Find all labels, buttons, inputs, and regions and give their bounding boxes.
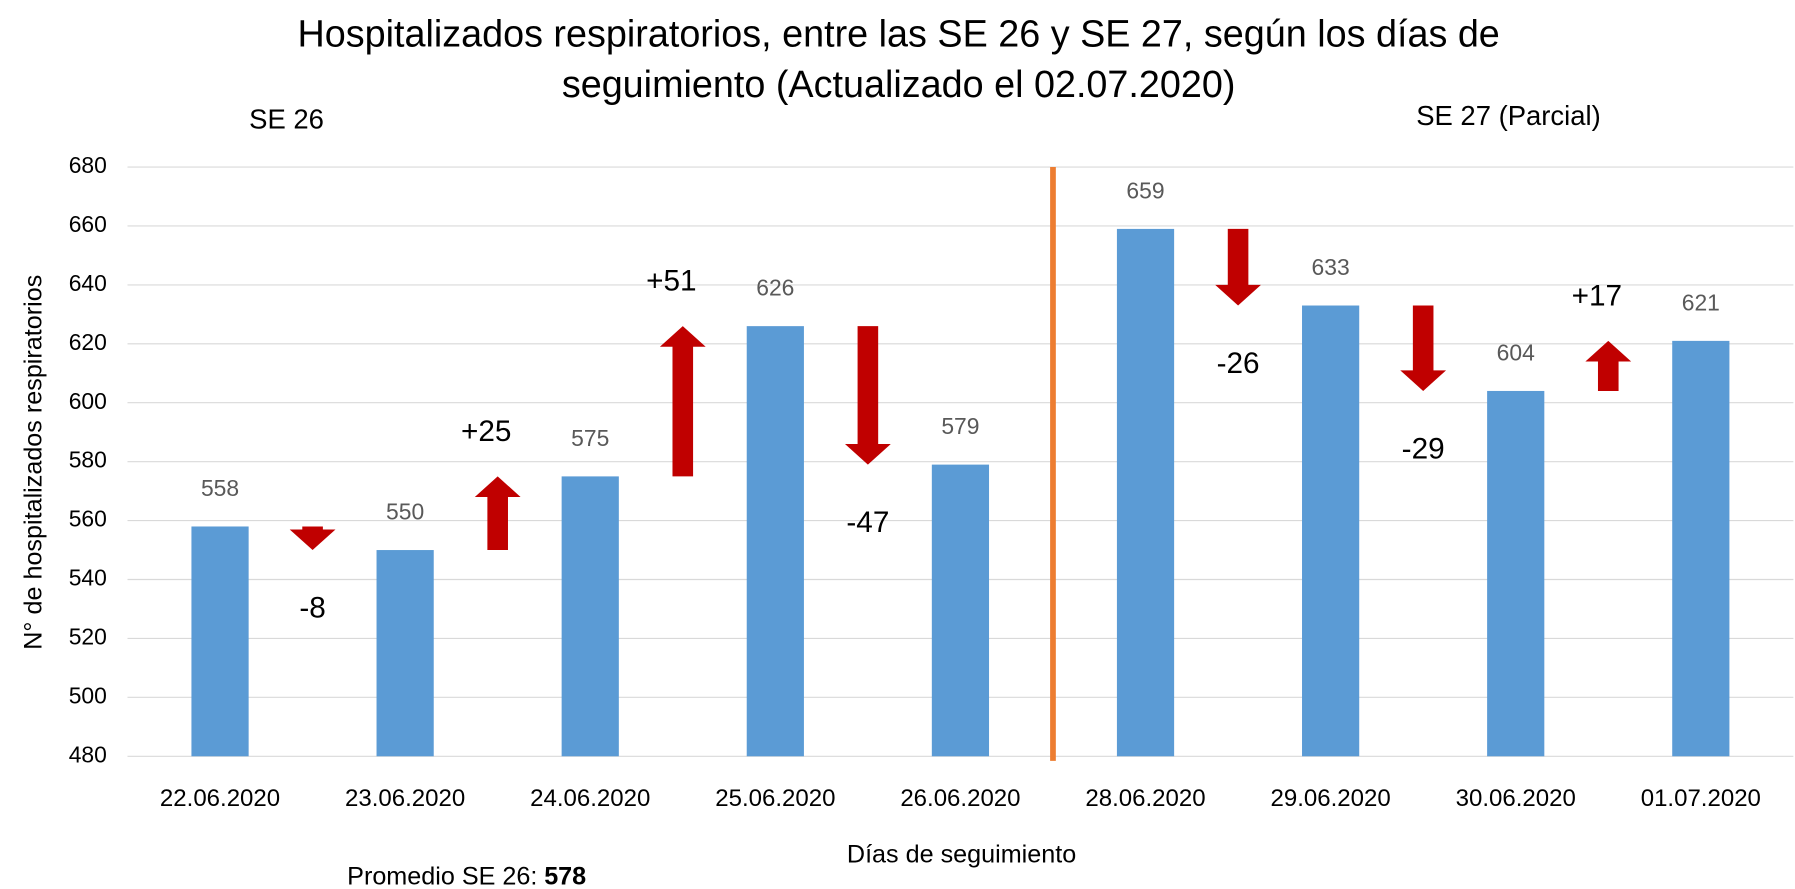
chart-title: Hospitalizados respiratorios, entre las …	[297, 13, 1499, 55]
x-tick-label: 22.06.2020	[160, 785, 280, 812]
bar	[1672, 340, 1730, 757]
bar	[1116, 228, 1175, 757]
x-tick-label: 24.06.2020	[530, 785, 650, 812]
x-tick-label: 30.06.2020	[1456, 785, 1576, 812]
chart-title: seguimiento (Actualizado el 02.07.2020)	[562, 63, 1236, 105]
y-axis-title: N° de hospitalizados respiratorios	[19, 275, 47, 650]
data-label: 633	[1312, 254, 1350, 280]
change-label: -47	[846, 506, 889, 539]
change-label: -29	[1402, 432, 1445, 465]
data-label: 604	[1497, 339, 1535, 365]
change-arrow	[844, 326, 891, 465]
bar	[561, 476, 619, 757]
x-tick-label: 26.06.2020	[900, 785, 1020, 812]
change-label: +25	[461, 415, 511, 448]
change-arrow	[1400, 305, 1447, 391]
data-label: 659	[1126, 177, 1164, 203]
note-label: Promedio SE 26:	[347, 862, 537, 889]
section-label: SE 27 (Parcial)	[1416, 100, 1601, 131]
change-arrow	[289, 526, 336, 551]
x-axis-title: Días de seguimiento	[847, 840, 1076, 868]
data-label: 575	[571, 425, 609, 451]
y-tick-label: 660	[69, 211, 107, 237]
y-tick-label: 640	[69, 270, 107, 296]
y-tick-label: 540	[69, 565, 107, 591]
bar	[746, 326, 804, 757]
change-label: +51	[646, 265, 696, 298]
change-arrow	[1215, 228, 1261, 306]
change-label: -8	[299, 591, 325, 624]
change-arrow	[1585, 340, 1632, 391]
y-tick-label: 560	[69, 506, 107, 532]
y-tick-label: 520	[69, 623, 107, 649]
note: Promedio SE 26: 578	[347, 862, 586, 889]
x-tick-label: 01.07.2020	[1641, 785, 1761, 812]
bar	[1487, 390, 1545, 757]
data-label: 558	[201, 475, 239, 501]
bar	[191, 526, 249, 757]
data-label: 626	[756, 275, 794, 301]
data-label: 550	[386, 498, 424, 524]
bar	[1302, 305, 1360, 757]
change-arrow	[474, 476, 521, 551]
note-value: 578	[544, 862, 586, 889]
x-tick-label: 28.06.2020	[1085, 785, 1205, 812]
change-arrow	[659, 326, 706, 477]
y-tick-label: 680	[69, 152, 107, 178]
x-tick-label: 23.06.2020	[345, 785, 465, 812]
x-tick-label: 25.06.2020	[715, 785, 835, 812]
y-tick-label: 500	[69, 682, 107, 708]
section-label: SE 26	[249, 104, 324, 135]
x-tick-label: 29.06.2020	[1271, 785, 1391, 812]
bar	[931, 464, 990, 757]
y-tick-label: 480	[69, 741, 107, 767]
data-label: 621	[1682, 289, 1720, 315]
change-label: -26	[1217, 347, 1260, 380]
data-label: 579	[941, 413, 979, 439]
change-label: +17	[1572, 279, 1622, 312]
y-tick-label: 580	[69, 447, 107, 473]
y-tick-label: 620	[69, 329, 107, 355]
bar	[376, 550, 434, 757]
y-tick-label: 600	[69, 388, 107, 414]
